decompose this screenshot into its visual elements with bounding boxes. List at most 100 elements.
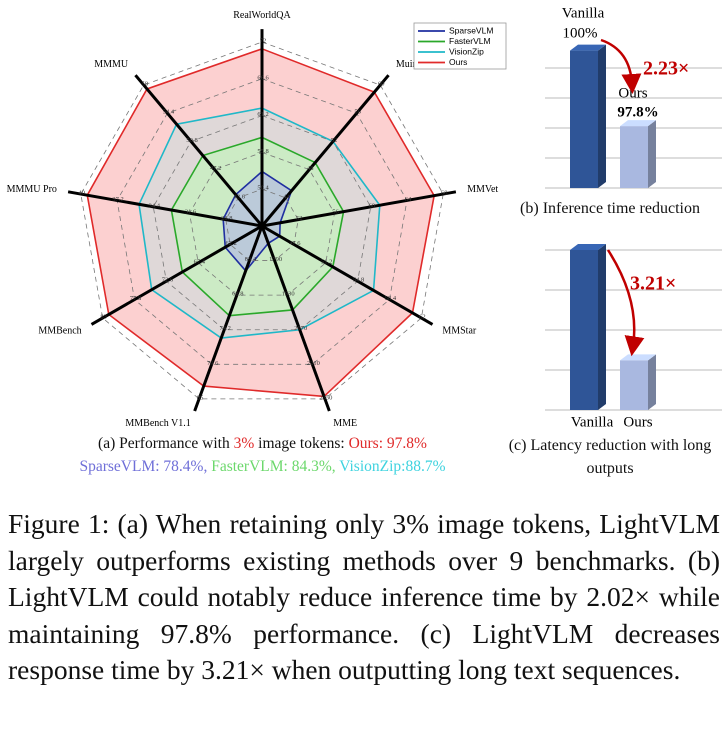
- tick-label: 54.4: [163, 109, 175, 116]
- tick-label: 48: [307, 165, 314, 172]
- tick-label: 64: [405, 196, 412, 203]
- arrow: [606, 249, 645, 357]
- tick-label: 47.6: [289, 240, 301, 247]
- legend-label: SparseVLM: [449, 25, 493, 35]
- category-label: Vanilla: [571, 414, 614, 430]
- tick-label: 74.2: [220, 325, 231, 332]
- tick-label: 83: [100, 313, 107, 320]
- chart-title: (b) Inference time reduction: [520, 200, 700, 217]
- tick-label: 37.2: [112, 196, 123, 203]
- tick-label: 56: [332, 209, 339, 216]
- tick-label: 67.4: [194, 258, 206, 265]
- tick-label: 58.4: [385, 295, 397, 302]
- tick-label: 72: [260, 37, 267, 44]
- caption-part: image tokens:: [254, 435, 349, 452]
- caption-line: (a) Performance with 3% image tokens: Ou…: [0, 432, 525, 455]
- bar-top: [620, 120, 656, 127]
- legend-label: FasterVLM: [449, 36, 491, 46]
- category-label: Ours: [623, 414, 652, 430]
- tick-label: 47.2: [210, 165, 221, 172]
- caption-part: 3%: [233, 435, 255, 452]
- axis-label: RealWorldQA: [233, 10, 291, 21]
- tick-label: 62.2: [225, 240, 236, 247]
- tick-label: 55.8: [257, 148, 268, 155]
- bar-side: [648, 354, 656, 410]
- bar-top: [570, 244, 606, 250]
- bar: [570, 250, 598, 410]
- figure-caption: Figure 1: (a) When retaining only 3% ima…: [8, 508, 720, 685]
- tick-label: 85: [197, 394, 204, 401]
- chart-caption: (a) Performance with 3% image tokens: Ou…: [0, 432, 525, 478]
- tick-label: 34.4: [149, 202, 161, 209]
- arrow: [600, 38, 642, 94]
- axis-line: [67, 190, 263, 228]
- figure: 50.4 55.8 61.2 66.6 72 RealWorldQA 44 48 52 56 60 M…: [7, 5, 722, 430]
- tick-label: 52: [296, 215, 303, 222]
- bar-side: [598, 44, 606, 188]
- tick-label: 61.2: [257, 111, 268, 118]
- performance-label: 100%: [563, 25, 598, 41]
- axis-label: MMBench V1.1: [125, 418, 190, 429]
- axis-label: MMMU: [94, 59, 129, 70]
- bar-side: [598, 244, 606, 410]
- tick-label: 56: [354, 109, 361, 116]
- caption-part: SparseVLM: 78.4%,: [79, 458, 212, 475]
- bar: [620, 360, 648, 410]
- category-label: Vanilla: [562, 5, 605, 21]
- bar: [570, 50, 598, 188]
- tick-label: 1790: [269, 256, 282, 263]
- grid-ring: [225, 188, 299, 261]
- axis-line: [260, 74, 390, 227]
- axis-label: MME: [333, 418, 357, 429]
- category-label: Ours: [618, 85, 647, 101]
- axis-line: [90, 224, 263, 326]
- tick-label: 52: [331, 137, 338, 144]
- chart-title: (c) Latency reduction with long outputs: [508, 437, 712, 477]
- tick-label: 68.8: [232, 291, 243, 298]
- axis-label: MMVet: [467, 184, 498, 195]
- tick-label: 40: [79, 190, 86, 197]
- axis-label: MMMU Pro: [7, 184, 57, 195]
- tick-label: 60: [368, 202, 375, 209]
- tick-label: 79.6: [207, 360, 219, 367]
- caption-line: SparseVLM: 78.4%, FasterVLM: 84.3%, Visi…: [0, 455, 525, 478]
- axis-line: [260, 225, 331, 412]
- tick-label: 2350: [319, 394, 332, 401]
- tick-label: 60: [378, 81, 385, 88]
- tick-label: 50.8: [186, 137, 197, 144]
- tick-label: 50.4: [257, 185, 269, 192]
- tick-label: 58: [141, 81, 148, 88]
- axis-line: [134, 74, 264, 227]
- legend-label: VisionZip: [449, 46, 484, 56]
- legend-label: Ours: [449, 57, 467, 67]
- bar-top: [570, 44, 606, 51]
- annotation: 2.23×: [643, 58, 689, 80]
- axis-line: [193, 225, 264, 412]
- caption-part: VisionZip:88.7%: [339, 458, 446, 475]
- tick-label: 62: [419, 313, 426, 320]
- bar: [620, 126, 648, 188]
- caption-part: (a) Performance with: [98, 435, 234, 452]
- axis-label: MMStar: [442, 325, 477, 336]
- bar-side: [648, 120, 656, 188]
- tick-label: 68: [441, 190, 448, 197]
- tick-label: 28.8: [221, 215, 232, 222]
- caption-part: Ours: 97.8%: [348, 435, 427, 452]
- axis-label: MMBench: [38, 325, 81, 336]
- tick-label: 2070: [294, 325, 307, 332]
- tick-label: 77.8: [130, 295, 141, 302]
- tick-label: 31.6: [185, 209, 197, 216]
- tick-label: 1930: [282, 291, 295, 298]
- tick-label: 2210: [307, 360, 320, 367]
- tick-label: 72.6: [162, 277, 174, 284]
- tick-label: 44: [283, 193, 290, 200]
- performance-label: 97.8%: [617, 104, 658, 120]
- tick-label: 63.4: [245, 256, 257, 263]
- axis-line: [261, 190, 457, 228]
- tick-label: 66.6: [257, 74, 269, 81]
- tick-label: 51.2: [321, 258, 332, 265]
- caption-part: FasterVLM: 84.3%,: [211, 458, 340, 475]
- tick-label: 54.8: [353, 277, 364, 284]
- annotation: 3.21×: [630, 273, 676, 295]
